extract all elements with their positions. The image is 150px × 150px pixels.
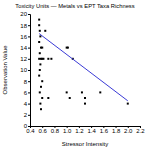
tick-mark	[28, 25, 30, 26]
point	[39, 35, 41, 37]
tick: 0.8	[51, 126, 60, 134]
point	[38, 24, 40, 26]
tick: 1.8	[112, 126, 121, 134]
tick: 14	[20, 45, 30, 51]
point	[50, 58, 52, 60]
point	[38, 58, 40, 60]
tick-label: 0.8	[51, 128, 60, 134]
tick-label: 12	[20, 56, 27, 62]
tick-label: 1.8	[112, 128, 121, 134]
point	[47, 97, 49, 99]
tick-mark	[28, 81, 30, 82]
point	[69, 97, 71, 99]
tick-mark	[28, 104, 30, 105]
point	[41, 47, 43, 49]
tick: 1.6	[100, 126, 109, 134]
tick: 6	[24, 90, 30, 96]
y-axis: 0 2 4 6 8 10 12 14 16 18 20	[20, 11, 30, 129]
point	[39, 103, 41, 105]
tick: 2.0	[124, 126, 133, 134]
tick: 8	[24, 79, 30, 85]
tick: 1.0	[63, 126, 72, 134]
point	[66, 91, 68, 93]
tick: 2.2	[136, 126, 145, 134]
plot: 0.4 0.60.81.01.21.4 1.61.82.02.2 0 2 4 6 8 10 12 1…	[20, 11, 145, 134]
point	[84, 103, 86, 105]
chart: 0.4 0.60.81.01.21.4 1.61.82.02.2 0 2 4 6 8 10 12 1…	[0, 0, 150, 150]
tick-mark	[28, 70, 30, 71]
tick-label: 0	[24, 123, 28, 129]
tick-label: 10	[20, 67, 27, 73]
point	[39, 52, 41, 54]
tick-label: 20	[20, 11, 27, 17]
tick-mark	[28, 48, 30, 49]
tick: 2	[24, 112, 30, 118]
tick-label: 1.4	[87, 128, 96, 134]
point	[38, 19, 40, 21]
tick: 0	[24, 123, 30, 129]
tick-label: 14	[20, 45, 27, 51]
tick: 0.4	[26, 126, 35, 134]
point	[47, 58, 49, 60]
tick-mark	[28, 126, 30, 127]
tick: 4	[24, 101, 30, 107]
point	[40, 108, 42, 110]
point	[39, 30, 41, 32]
tick-label: 2	[24, 112, 28, 118]
marks	[38, 19, 129, 111]
tick-label: 2.2	[136, 128, 145, 134]
point	[39, 91, 41, 93]
tick: 12	[20, 56, 30, 62]
tick: 16	[20, 34, 30, 40]
point	[81, 91, 83, 93]
point	[39, 69, 41, 71]
tick-label: 1.0	[63, 128, 72, 134]
x-axis-title: Stressor Intensity	[62, 141, 108, 147]
title: Toxicity Units — Metals vs EPT Taxa Rich…	[15, 3, 134, 9]
tick-mark	[28, 92, 30, 93]
tick-label: 4	[24, 101, 28, 107]
tick-label: 0.4	[26, 128, 35, 134]
tick-label: 1.6	[100, 128, 109, 134]
tick: 1.2	[75, 126, 84, 134]
tick-mark	[28, 59, 30, 60]
point	[67, 47, 69, 49]
point	[38, 41, 40, 43]
tick-label: 0.6	[39, 128, 48, 134]
tick-label: 1.2	[75, 128, 84, 134]
fit-line	[39, 34, 128, 101]
tick-mark	[28, 36, 30, 37]
x-axis: 0.4 0.60.81.01.21.4 1.61.82.02.2	[26, 126, 145, 134]
point	[41, 97, 43, 99]
tick: 10	[20, 67, 30, 73]
point	[39, 63, 41, 65]
point	[40, 86, 42, 88]
tick-label: 6	[24, 90, 28, 96]
tick-mark	[28, 115, 30, 116]
point	[84, 97, 86, 99]
axis-line	[28, 15, 31, 127]
point	[99, 91, 101, 93]
y-axis-title: Observation Value	[2, 45, 8, 95]
tick: 0.6	[39, 126, 48, 134]
point	[42, 58, 44, 60]
tick: 20	[20, 11, 30, 17]
tick-label: 16	[20, 34, 27, 40]
tick-label: 2.0	[124, 128, 133, 134]
point	[44, 30, 46, 32]
point	[127, 103, 129, 105]
point	[41, 80, 43, 82]
tick: 1.4	[87, 126, 96, 134]
tick-mark	[28, 14, 30, 15]
point	[38, 75, 40, 77]
tick-label: 18	[20, 23, 27, 29]
tick-label: 8	[24, 79, 28, 85]
tick: 18	[20, 23, 30, 29]
